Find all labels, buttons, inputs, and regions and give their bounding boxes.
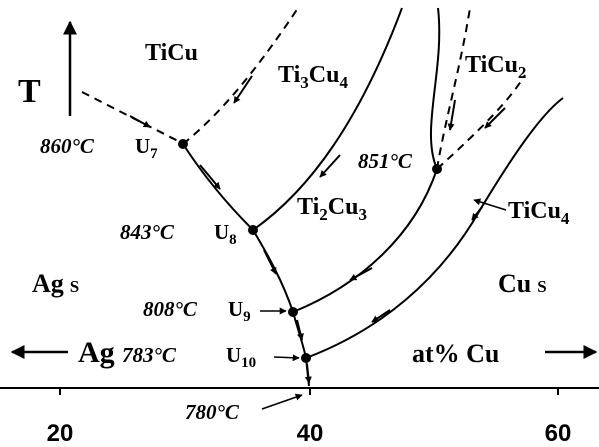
- dashed-851-ticu2-right: [436, 74, 526, 170]
- temp-label-u8: 843°C: [120, 220, 175, 244]
- line-u9-to-851: [292, 168, 438, 313]
- valley-arrow-u8-u9: [263, 249, 277, 275]
- valley-u7-u8: [182, 143, 254, 231]
- valley-u9-u10: [292, 311, 307, 359]
- line-ticu4-arrow: [471, 206, 483, 221]
- point-u7: [178, 139, 188, 149]
- line-u8-up: [252, 7, 403, 231]
- valley-arrow-u7-u8: [199, 164, 221, 190]
- dashed-ticu2-arrow-left: [447, 99, 456, 131]
- phase-label-ti: T: [18, 73, 41, 110]
- dashed-ti3cu4-arrow: [233, 75, 253, 104]
- point-label-u10: U10: [226, 343, 256, 371]
- temp-label-u7: 860°C: [40, 134, 95, 158]
- temp-label-851: 851°C: [358, 149, 413, 173]
- dashed-ticu2-arrow-right: [484, 107, 506, 129]
- phase-label-ti3cu4: Ti3Cu4: [278, 62, 348, 92]
- at-cu-label: at% Cu: [412, 339, 499, 368]
- valley-arrow-u9-u10: [296, 319, 304, 341]
- dashed-ti-to-u7: [81, 91, 179, 142]
- phase-label-ti2cu3: Ti2Cu3: [297, 194, 367, 224]
- line-u9-arrow: [349, 267, 373, 281]
- phase-label-ag-s: Ag S: [32, 269, 79, 298]
- line-u10-ticu4: [305, 97, 564, 359]
- axis-tick-label-60: 60: [545, 420, 572, 447]
- point-label-u7: U7: [135, 134, 158, 162]
- dashed-u7-up: [182, 7, 299, 145]
- line-851-up: [429, 7, 441, 170]
- temp-label-u9: 808°C: [143, 297, 198, 321]
- bottom-leader-arrow: [261, 393, 303, 410]
- dashed-851-ticu2-left: [436, 7, 471, 170]
- line-u10-arrow: [371, 309, 391, 323]
- phase-label-ticu2: TiCu2: [465, 52, 526, 82]
- axis-tick-label-20: 20: [47, 420, 74, 447]
- phase-label-ticu: TiCu: [145, 40, 198, 66]
- dashed-ti-arrow: [129, 115, 151, 128]
- point-851: [432, 164, 442, 174]
- ticu4-leader-arrow: [473, 198, 507, 211]
- line-u8-up-arrow: [319, 154, 341, 178]
- valley-arrow-u10-end: [304, 363, 312, 384]
- point-u10: [301, 353, 311, 363]
- point-label-u8: U8: [214, 220, 237, 248]
- temp-label-780: 780°C: [185, 400, 240, 424]
- temp-label-u10: 783°C: [122, 343, 177, 367]
- phase-label-ticu4: TiCu4: [508, 198, 570, 228]
- u10-leader-arrow: [273, 354, 300, 362]
- point-u9: [288, 307, 298, 317]
- valley-u8-u9: [252, 229, 294, 313]
- point-label-u9: U9: [228, 297, 251, 325]
- axis-tick-label-40: 40: [297, 420, 324, 447]
- ag-direction-label: Ag: [78, 336, 115, 369]
- phase-label-cu-s: Cu S: [498, 269, 547, 298]
- point-u8: [248, 225, 258, 235]
